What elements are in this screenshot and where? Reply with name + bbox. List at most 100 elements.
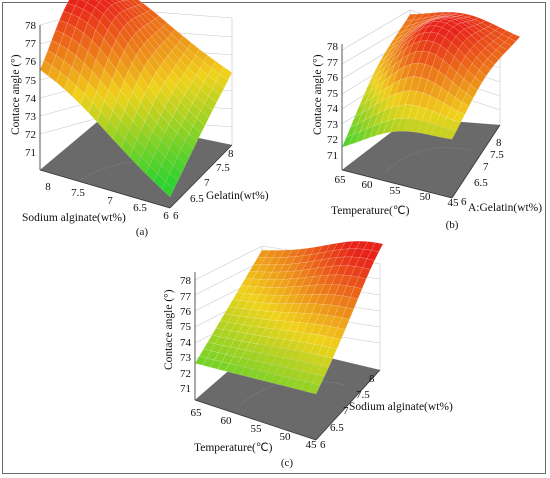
surface-cell [169,165,182,182]
figure-frame [2,2,546,474]
surface-cell [316,365,329,377]
panel-c-xtick-45: 45 [306,439,318,451]
panel-b-z-axis: 78 77 76 75 74 73 72 71 Contace angle (°… [312,41,343,170]
panel-b-ytick-7.5: 7.5 [490,149,504,161]
panel-b-caption: (b) [446,219,459,231]
panel-b-x-axis: 65 60 55 50 45 Temperature(℃) [331,174,459,217]
panel-a-floor-edges [39,144,233,209]
panel-a-ytick-7: 7 [204,177,210,189]
panel-c-caption: (c) [281,457,294,469]
panel-c-ztick-75: 75 [180,321,192,333]
surface-cell [219,66,233,81]
panel-a-ztick-75: 75 [25,75,37,87]
panel-b-floor [342,118,500,198]
surface-cell [329,337,342,350]
surface-cell [354,276,367,290]
panel-b-xtick-65: 65 [335,174,347,186]
panel-a-ztick-73: 73 [25,111,37,123]
panel-b-ztick-77: 77 [327,57,339,69]
surface-cell [483,58,495,71]
panel-b-z-label: Contace angle (°) [312,54,324,135]
panel-a-xtick-6.5: 6.5 [133,202,147,214]
panel-b-xtick-55: 55 [390,185,402,197]
panel-c-xtick-55: 55 [251,423,263,435]
surface-cell [466,84,478,99]
surface-cell [312,374,325,386]
panel-b-ytick-8: 8 [496,137,502,149]
panel-a-ytick-8: 8 [228,148,234,160]
panel-b-y-label: A:Gelatin(wt%) [468,202,542,214]
panel-c-ztick-72: 72 [180,368,191,380]
surface-cell [470,76,483,91]
panel-c-ytick-7.5: 7.5 [356,389,370,401]
panel-a-ztick-71: 71 [25,147,36,159]
surface-cell [165,173,179,190]
surface-cell [358,267,371,280]
panel-b-ztick-73: 73 [327,119,339,131]
panel-b-ztick-74: 74 [327,103,339,115]
panel-c-xtick-65: 65 [191,407,203,419]
panel-b-ytick-7: 7 [483,161,489,173]
panel-a-y-label: Gelatin(wt%) [206,190,269,202]
surface-cell [184,133,198,150]
panel-b-floor-contour [384,147,471,173]
panel-b: 78 77 76 75 74 73 72 71 Contace angle (°… [312,9,542,231]
panel-b-floor-edges [341,124,501,199]
panel-b-xtick-50: 50 [420,191,432,203]
panel-a-ztick-77: 77 [25,38,37,50]
panel-a-xtick-8: 8 [45,181,51,193]
panel-c-x-axis: 65 60 55 50 45 Temperature(℃) [191,407,318,454]
panel-b-xtick-45: 45 [448,197,460,209]
panel-a-ytick-7.5: 7.5 [216,162,230,174]
panel-a-x-axis: 8 7.5 7 6.5 6 Sodium alginate(wt%) [22,181,169,224]
panel-b-xtick-60: 60 [362,179,374,191]
panel-a-ztick-78: 78 [25,20,37,32]
surface-cell [461,92,474,107]
panel-b-ytick-6: 6 [461,196,467,208]
panel-b-ztick-71: 71 [327,150,338,162]
panel-c: 78 77 76 75 74 73 72 71 Contace angle (°… [163,240,453,469]
surface-cell [196,110,210,126]
panel-a-xtick-7.5: 7.5 [71,187,85,199]
panel-a: 78 77 76 75 74 73 72 71 Contace angle (°… [10,0,269,238]
surface-cell [500,41,512,51]
panel-c-ztick-71: 71 [180,383,191,395]
panel-c-ztick-76: 76 [180,306,192,318]
surface-cell [495,45,508,56]
surface-cell [161,181,175,198]
panel-b-ztick-72: 72 [327,134,338,146]
surface-cell [204,95,217,111]
surface-cell [487,53,500,65]
panel-a-x-label: Sodium alginate(wt%) [22,212,126,224]
surface-cell [453,110,466,124]
surface-cell [491,49,504,60]
panel-c-y-label: Sodium alginate(wt%) [349,401,453,413]
panel-c-z-axis: 78 77 76 75 74 73 72 71 Contace angle (°… [163,272,196,400]
panel-b-x-label: Temperature(℃) [331,205,410,217]
surface-cell [320,356,334,368]
surface-cell [188,125,202,142]
panel-c-ztick-74: 74 [180,337,192,349]
surface-cell [337,317,350,330]
surface-cell [508,33,521,42]
panel-c-z-label: Contace angle (°) [163,289,175,370]
surface-cell [474,69,487,84]
panel-a-ztick-74: 74 [25,93,37,105]
panel-c-ytick-8: 8 [369,373,375,385]
panel-c-ytick-6.5: 6.5 [330,422,344,434]
panel-a-xtick-7: 7 [107,195,113,207]
surface-cell [457,101,470,115]
panel-c-y-axis: 6 6.5 7 7.5 8 Sodium alginate(wt%) [320,373,453,451]
panel-a-xtick-6: 6 [163,210,169,222]
panel-c-ytick-6: 6 [320,439,326,451]
surface-cell [350,286,363,300]
surface-cell [208,88,221,104]
surface-cell [345,296,359,310]
surface-cell [362,258,375,270]
panel-c-x-label: Temperature(℃) [194,442,273,454]
panel-a-ztick-72: 72 [25,129,36,141]
panel-c-xtick-50: 50 [280,431,292,443]
panel-a-y-axis: 6 6.5 7 7.5 8 Gelatin(wt%) [173,148,269,222]
